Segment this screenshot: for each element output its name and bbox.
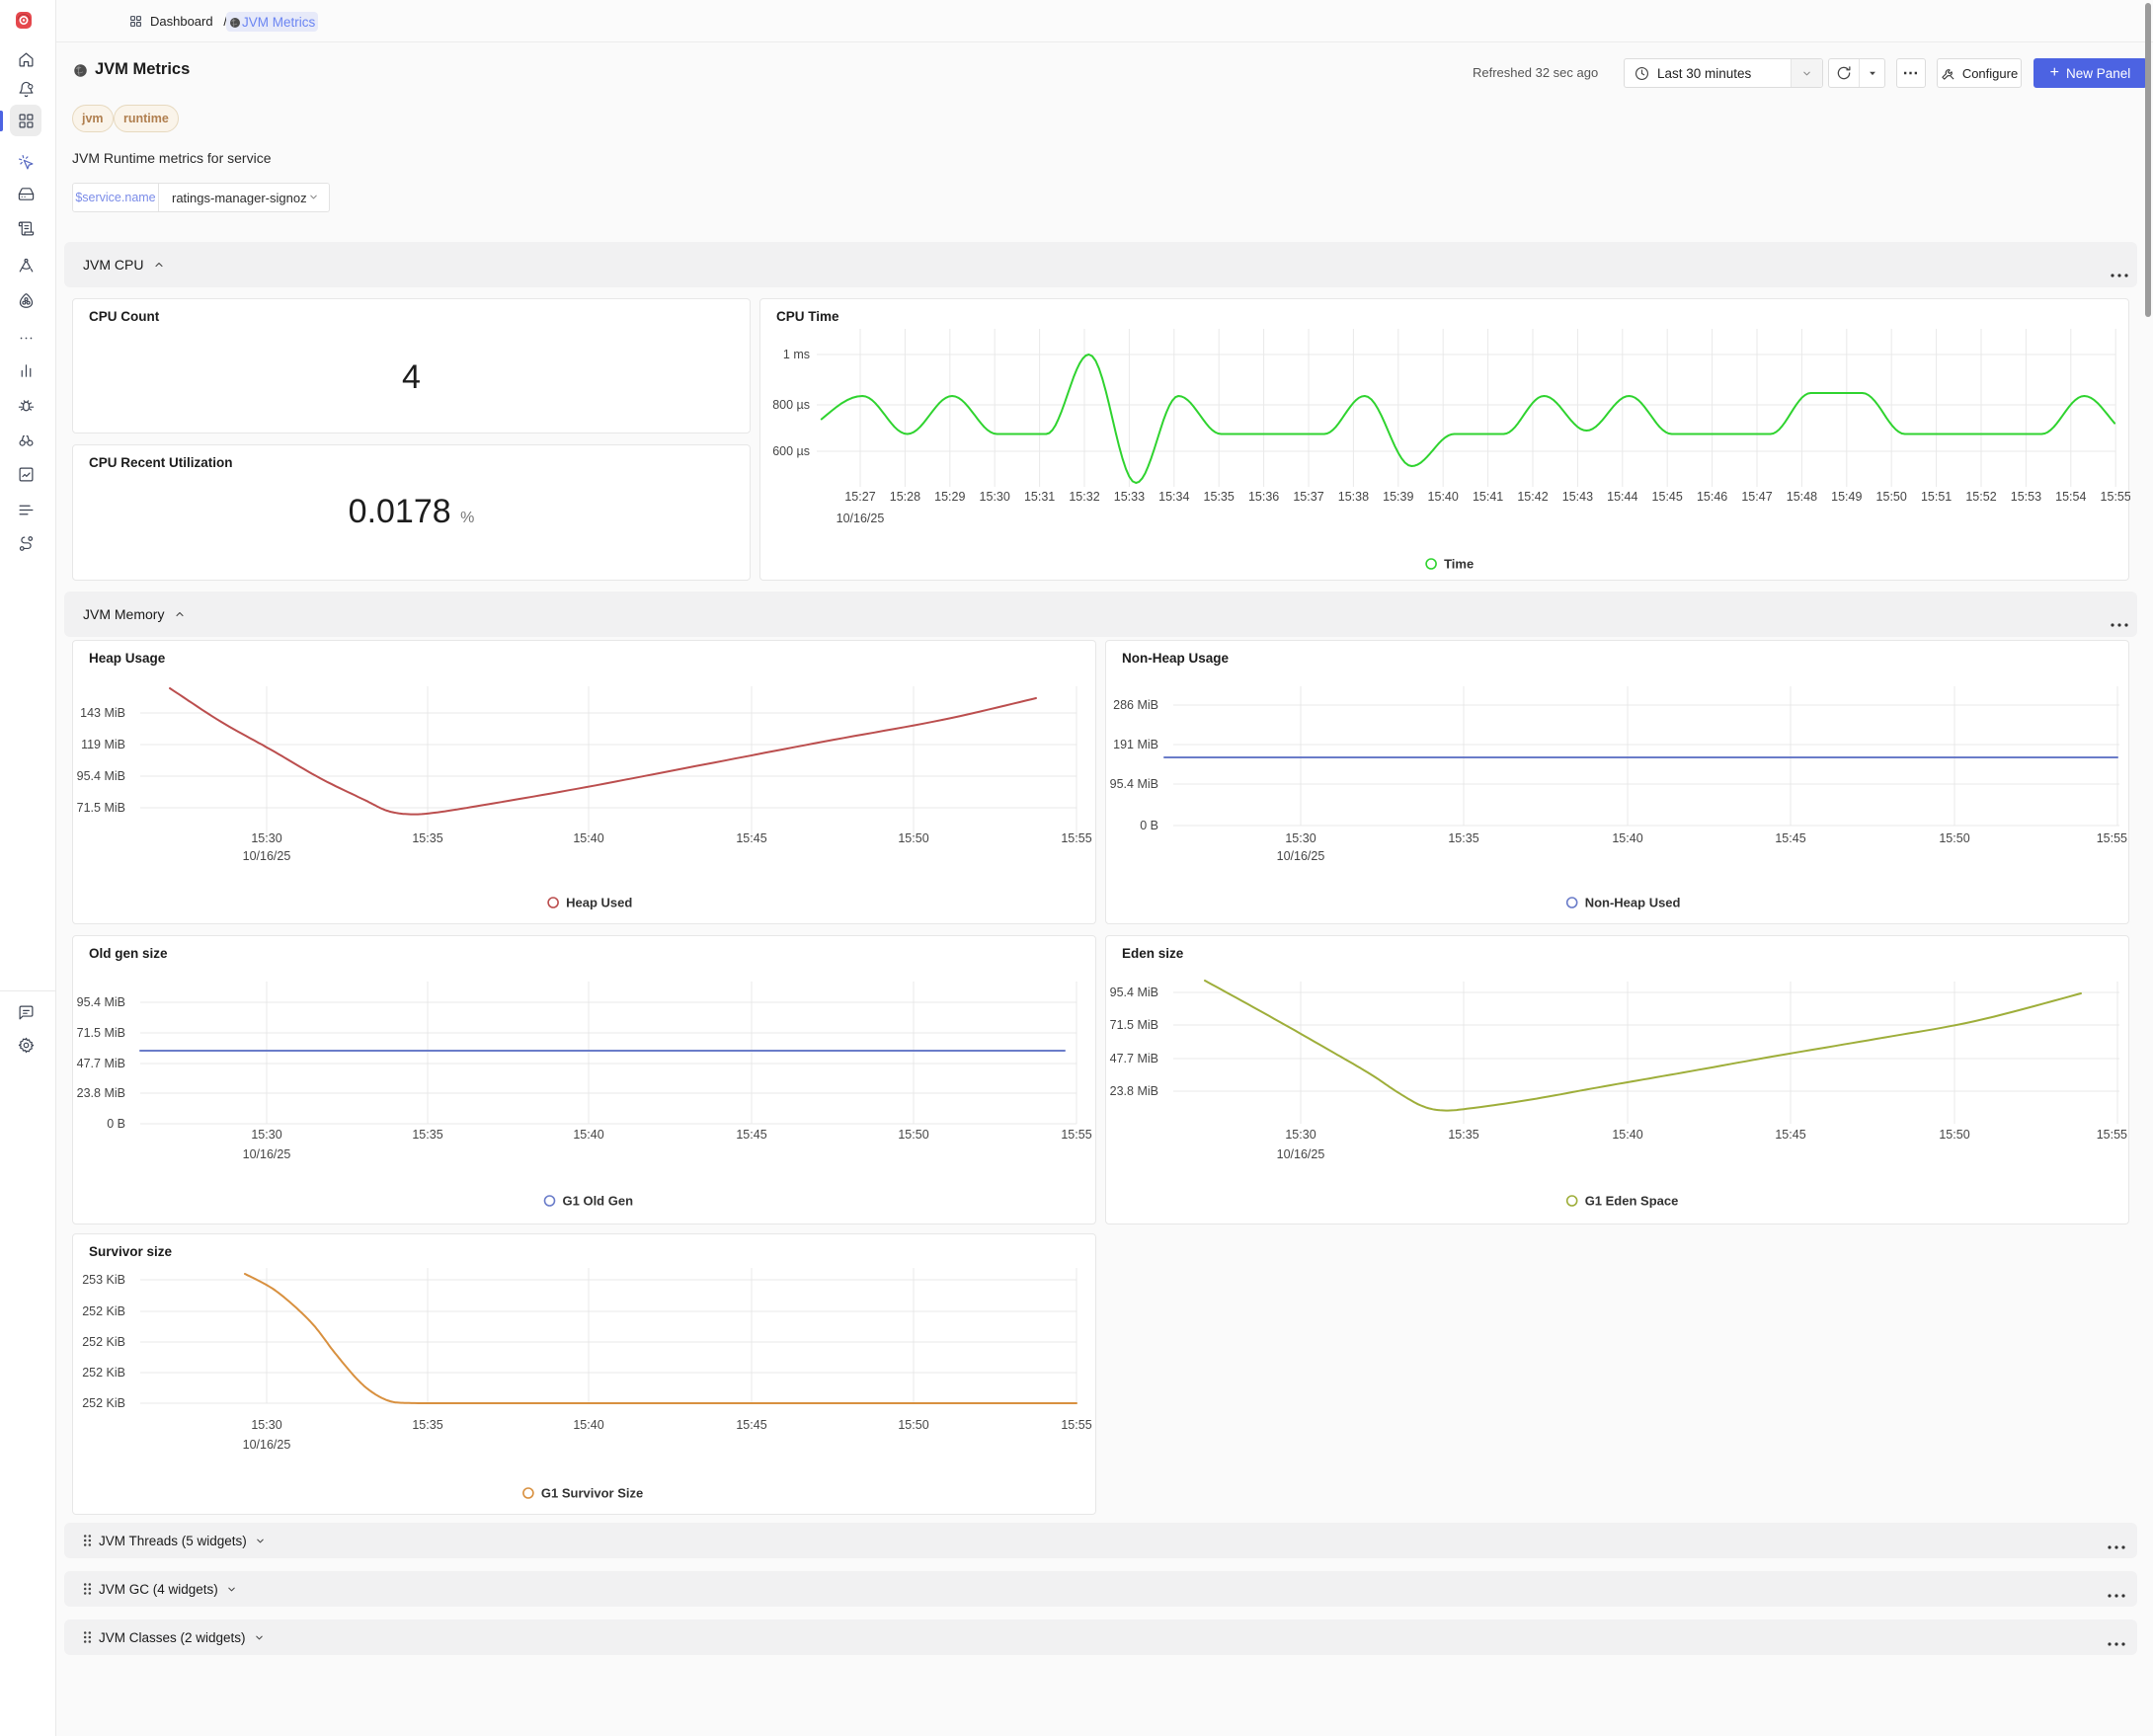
- svg-text:15:41: 15:41: [1473, 490, 1503, 504]
- svg-text:143 MiB: 143 MiB: [80, 706, 125, 720]
- svg-text:15:50: 15:50: [1876, 490, 1907, 504]
- svg-text:15:40: 15:40: [1428, 490, 1459, 504]
- svg-text:95.4 MiB: 95.4 MiB: [1110, 986, 1158, 999]
- svg-text:15:55: 15:55: [1061, 1128, 1091, 1142]
- svg-text:252 KiB: 252 KiB: [82, 1304, 125, 1318]
- svg-text:15:27: 15:27: [844, 490, 875, 504]
- svg-text:10/16/25: 10/16/25: [243, 1147, 291, 1161]
- svg-text:800 µs: 800 µs: [772, 398, 810, 412]
- svg-text:15:43: 15:43: [1562, 490, 1593, 504]
- svg-text:15:55: 15:55: [1061, 1418, 1091, 1432]
- svg-text:95.4 MiB: 95.4 MiB: [77, 995, 125, 1009]
- svg-text:Non-Heap Used: Non-Heap Used: [1585, 896, 1681, 910]
- svg-text:15:37: 15:37: [1293, 490, 1323, 504]
- svg-text:15:39: 15:39: [1383, 490, 1413, 504]
- svg-text:15:54: 15:54: [2055, 490, 2086, 504]
- svg-text:15:30: 15:30: [1285, 1128, 1316, 1142]
- svg-text:15:40: 15:40: [1612, 831, 1642, 845]
- svg-text:15:50: 15:50: [1939, 1128, 1969, 1142]
- svg-text:252 KiB: 252 KiB: [82, 1366, 125, 1380]
- svg-text:15:33: 15:33: [1114, 490, 1145, 504]
- svg-text:1 ms: 1 ms: [783, 348, 810, 361]
- svg-text:15:36: 15:36: [1248, 490, 1279, 504]
- svg-text:15:35: 15:35: [412, 1418, 442, 1432]
- svg-text:23.8 MiB: 23.8 MiB: [1110, 1084, 1158, 1098]
- svg-text:15:40: 15:40: [573, 831, 603, 845]
- svg-text:15:45: 15:45: [736, 1128, 766, 1142]
- svg-text:15:34: 15:34: [1158, 490, 1189, 504]
- svg-text:15:50: 15:50: [898, 1128, 928, 1142]
- svg-text:15:40: 15:40: [573, 1418, 603, 1432]
- svg-text:47.7 MiB: 47.7 MiB: [1110, 1052, 1158, 1065]
- svg-text:15:52: 15:52: [1965, 490, 1996, 504]
- svg-text:15:45: 15:45: [736, 831, 766, 845]
- svg-text:15:30: 15:30: [251, 1418, 281, 1432]
- svg-text:191 MiB: 191 MiB: [1113, 738, 1158, 751]
- svg-text:15:29: 15:29: [934, 490, 965, 504]
- svg-text:71.5 MiB: 71.5 MiB: [77, 1026, 125, 1040]
- svg-text:15:49: 15:49: [1831, 490, 1862, 504]
- svg-text:10/16/25: 10/16/25: [243, 849, 291, 863]
- svg-text:15:45: 15:45: [736, 1418, 766, 1432]
- svg-text:10/16/25: 10/16/25: [1277, 1147, 1325, 1161]
- svg-text:0 B: 0 B: [1140, 819, 1158, 832]
- svg-text:15:45: 15:45: [1652, 490, 1683, 504]
- svg-text:0 B: 0 B: [107, 1117, 125, 1131]
- svg-text:15:35: 15:35: [1448, 1128, 1478, 1142]
- svg-text:15:55: 15:55: [2097, 1128, 2127, 1142]
- svg-text:15:42: 15:42: [1517, 490, 1548, 504]
- svg-text:15:46: 15:46: [1697, 490, 1727, 504]
- svg-text:G1 Old Gen: G1 Old Gen: [563, 1194, 634, 1209]
- svg-text:71.5 MiB: 71.5 MiB: [77, 801, 125, 815]
- svg-text:10/16/25: 10/16/25: [243, 1438, 291, 1452]
- svg-text:15:50: 15:50: [898, 1418, 928, 1432]
- svg-text:15:55: 15:55: [2101, 490, 2130, 504]
- svg-text:15:53: 15:53: [2011, 490, 2041, 504]
- svg-text:15:44: 15:44: [1607, 490, 1637, 504]
- svg-text:15:40: 15:40: [573, 1128, 603, 1142]
- svg-text:15:51: 15:51: [1921, 490, 1952, 504]
- svg-text:15:48: 15:48: [1787, 490, 1817, 504]
- svg-text:15:40: 15:40: [1612, 1128, 1642, 1142]
- svg-text:15:35: 15:35: [412, 1128, 442, 1142]
- svg-text:15:35: 15:35: [412, 831, 442, 845]
- svg-text:119 MiB: 119 MiB: [81, 738, 125, 751]
- svg-text:15:30: 15:30: [251, 831, 281, 845]
- svg-text:15:30: 15:30: [251, 1128, 281, 1142]
- svg-text:23.8 MiB: 23.8 MiB: [77, 1086, 125, 1100]
- svg-text:253 KiB: 253 KiB: [82, 1273, 125, 1287]
- svg-text:15:28: 15:28: [890, 490, 920, 504]
- svg-text:15:32: 15:32: [1069, 490, 1099, 504]
- svg-text:600 µs: 600 µs: [772, 444, 810, 458]
- svg-text:15:55: 15:55: [1061, 831, 1091, 845]
- svg-text:15:45: 15:45: [1775, 1128, 1805, 1142]
- svg-text:G1 Eden Space: G1 Eden Space: [1585, 1194, 1679, 1209]
- svg-text:95.4 MiB: 95.4 MiB: [1110, 777, 1158, 791]
- svg-text:15:31: 15:31: [1024, 490, 1055, 504]
- svg-text:47.7 MiB: 47.7 MiB: [77, 1057, 125, 1070]
- svg-text:Heap Used: Heap Used: [566, 896, 632, 910]
- svg-text:95.4 MiB: 95.4 MiB: [77, 769, 125, 783]
- svg-text:252 KiB: 252 KiB: [82, 1335, 125, 1349]
- svg-text:15:50: 15:50: [1939, 831, 1969, 845]
- svg-text:71.5 MiB: 71.5 MiB: [1110, 1018, 1158, 1032]
- svg-text:15:45: 15:45: [1775, 831, 1805, 845]
- svg-text:Time: Time: [1444, 557, 1474, 572]
- svg-text:15:50: 15:50: [898, 831, 928, 845]
- svg-text:15:35: 15:35: [1448, 831, 1478, 845]
- svg-text:15:38: 15:38: [1338, 490, 1369, 504]
- svg-text:15:30: 15:30: [980, 490, 1010, 504]
- svg-text:10/16/25: 10/16/25: [837, 512, 885, 525]
- svg-text:252 KiB: 252 KiB: [82, 1396, 125, 1410]
- svg-text:15:30: 15:30: [1285, 831, 1316, 845]
- svg-text:15:35: 15:35: [1204, 490, 1235, 504]
- svg-text:G1 Survivor Size: G1 Survivor Size: [541, 1486, 643, 1501]
- svg-text:10/16/25: 10/16/25: [1277, 849, 1325, 863]
- svg-text:15:47: 15:47: [1741, 490, 1772, 504]
- svg-text:286 MiB: 286 MiB: [1113, 698, 1158, 712]
- svg-text:15:55: 15:55: [2097, 831, 2127, 845]
